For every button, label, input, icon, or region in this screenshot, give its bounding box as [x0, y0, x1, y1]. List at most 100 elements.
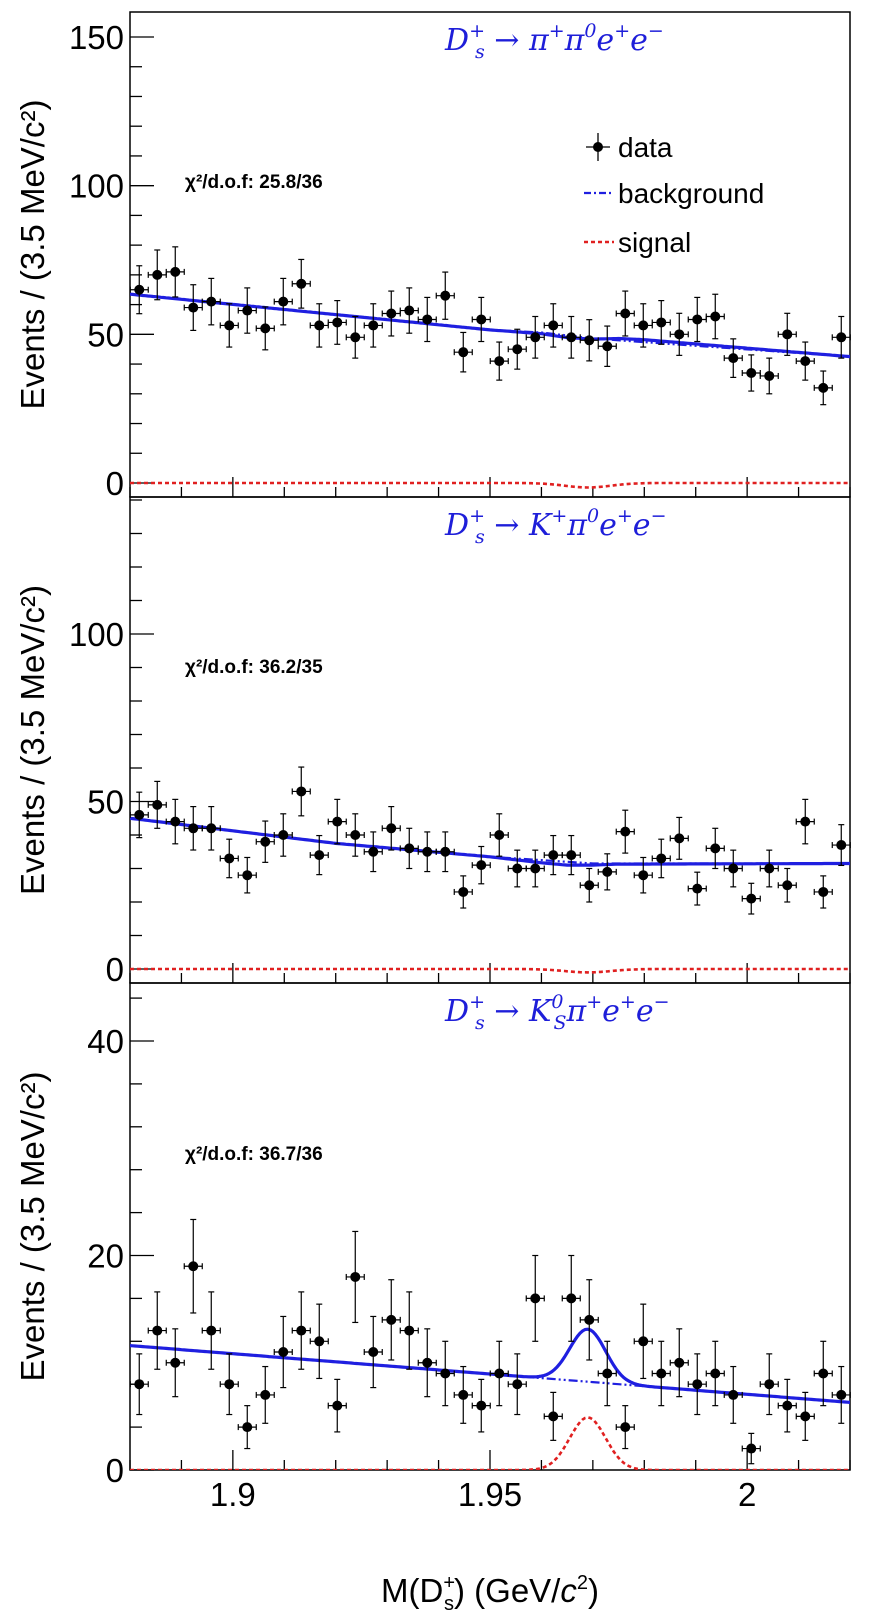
data-point: [597, 325, 617, 367]
data-point: [795, 798, 815, 845]
data-marker: [548, 850, 559, 861]
data-point: [831, 315, 851, 359]
y-tick-label: 20: [87, 1238, 124, 1275]
data-point: [219, 303, 239, 348]
data-marker: [656, 317, 667, 328]
data-point: [741, 882, 761, 915]
data-marker: [242, 870, 253, 881]
data-point: [633, 1303, 653, 1380]
data-marker: [638, 1336, 649, 1347]
data-point: [543, 1391, 563, 1441]
data-marker: [224, 853, 235, 864]
data-marker: [476, 860, 487, 871]
data-point: [345, 1230, 365, 1324]
data-point: [489, 341, 509, 381]
signal-curve: [130, 967, 850, 974]
title-part: −: [654, 991, 670, 1013]
xlabel-part: s: [444, 1593, 454, 1614]
data-point: [453, 331, 473, 373]
y-tick-label: 40: [87, 1023, 124, 1060]
title-part: +: [620, 991, 636, 1013]
data-marker: [656, 853, 667, 864]
title-part: π: [566, 508, 588, 543]
data-point: [687, 296, 707, 343]
data-marker: [728, 863, 739, 874]
data-marker: [458, 1389, 469, 1400]
xlabel-part: ): [588, 1572, 599, 1609]
title-part: e: [630, 23, 648, 58]
total-fit-curve: [130, 292, 850, 359]
data-marker: [440, 1368, 451, 1379]
data-point: [453, 1365, 473, 1424]
data-marker: [386, 308, 397, 319]
data-point: [147, 1291, 167, 1370]
data-point: [507, 328, 527, 370]
panel-title: D+ s → π+π0e+e−: [444, 20, 664, 63]
data-marker: [206, 296, 217, 307]
y-tick-label: 50: [87, 316, 124, 353]
data-marker: [782, 1400, 793, 1411]
data-marker: [404, 843, 415, 854]
data-point: [345, 315, 365, 359]
title-part: +: [469, 20, 485, 42]
title-part: D: [444, 23, 469, 58]
data-point: [471, 1378, 491, 1433]
x-tick-label: 2: [738, 1476, 756, 1513]
data-marker: [836, 1389, 847, 1400]
data-point: [219, 838, 239, 879]
data-point: [471, 296, 491, 343]
data-point: [687, 871, 707, 906]
data-point: [129, 1353, 149, 1416]
data-marker: [566, 332, 577, 343]
xlabel-part: c: [560, 1572, 577, 1609]
data-marker: [386, 823, 397, 834]
data-point: [435, 1340, 455, 1407]
data-point: [633, 856, 653, 894]
data-point: [237, 287, 257, 334]
data-marker: [764, 370, 775, 381]
total-fit-curve: [130, 816, 850, 867]
data-point: [669, 816, 689, 860]
data-marker: [440, 846, 451, 857]
data-point: [309, 303, 329, 348]
data-point: [147, 780, 167, 829]
data-marker: [584, 1314, 595, 1325]
data-point: [705, 293, 725, 340]
title-part: 0: [551, 991, 563, 1013]
legend-label-background: background: [618, 178, 764, 209]
data-marker: [368, 320, 379, 331]
data-point: [165, 246, 185, 298]
data-marker: [548, 1411, 559, 1422]
data-point: [435, 271, 455, 320]
y-tick-label: 0: [106, 1452, 124, 1489]
data-point: [813, 1340, 833, 1407]
data-point: [363, 303, 383, 348]
data-marker: [728, 353, 739, 364]
data-point: [381, 1279, 401, 1361]
title-part: D: [444, 994, 469, 1029]
data-marker: [800, 816, 811, 827]
data-marker: [314, 1336, 325, 1347]
data-point: [561, 834, 581, 876]
title-part: e: [599, 508, 617, 543]
data-marker: [260, 1389, 271, 1400]
data-point: [831, 824, 851, 867]
data-point: [705, 827, 725, 870]
data-point: [561, 1254, 581, 1342]
data-marker: [242, 1422, 253, 1433]
data-marker: [710, 843, 721, 854]
data-point: [651, 838, 671, 879]
total-fit-curve: [130, 1327, 850, 1404]
data-marker: [170, 1357, 181, 1368]
data-point: [417, 1328, 437, 1398]
data-point: [669, 312, 689, 356]
data-marker: [620, 1422, 631, 1433]
data-marker: [530, 1293, 541, 1304]
data-marker: [530, 332, 541, 343]
data-point: [363, 1315, 383, 1389]
title-part: −: [651, 505, 667, 527]
data-marker: [278, 296, 289, 307]
data-marker: [152, 799, 163, 810]
title-part: e: [602, 994, 620, 1029]
